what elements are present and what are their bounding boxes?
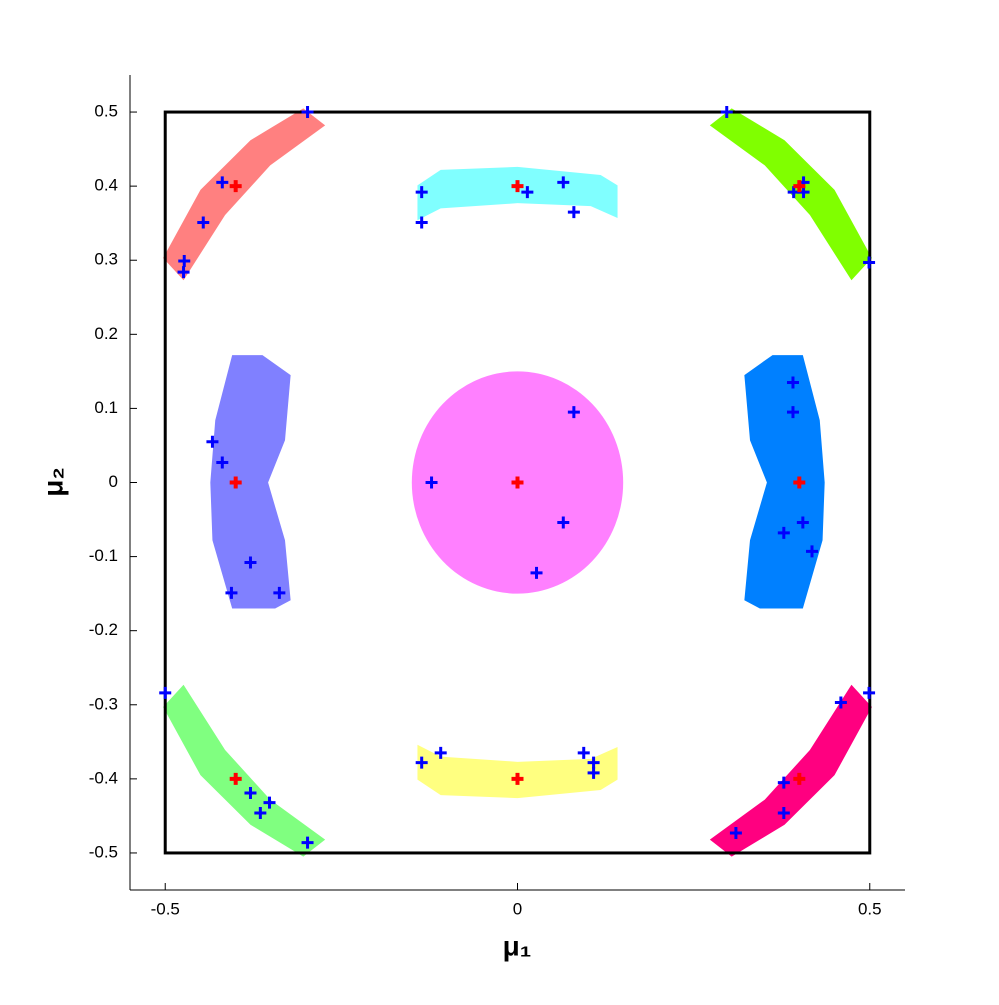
point	[263, 796, 276, 809]
point	[793, 772, 806, 785]
region	[417, 166, 618, 221]
x-tick-label: 0	[513, 899, 522, 918]
y-tick-label: 0	[109, 472, 118, 491]
point	[720, 106, 733, 119]
point	[177, 266, 190, 279]
point	[301, 106, 314, 119]
point	[178, 254, 191, 267]
x-axis-label: μ₁	[503, 930, 532, 961]
point	[415, 186, 428, 199]
point	[777, 776, 790, 789]
point	[587, 766, 600, 779]
point	[863, 686, 876, 699]
point	[557, 516, 570, 529]
point	[777, 806, 790, 819]
y-tick-label: 0.3	[94, 250, 118, 269]
point	[415, 216, 428, 229]
point	[567, 406, 580, 419]
point	[567, 206, 580, 219]
y-tick-label: 0.1	[94, 398, 118, 417]
point	[225, 586, 238, 599]
point	[793, 476, 806, 489]
point	[577, 746, 590, 759]
point	[521, 186, 534, 199]
point	[159, 686, 172, 699]
point	[216, 176, 229, 189]
point	[425, 476, 438, 489]
point	[793, 180, 806, 193]
point	[587, 756, 600, 769]
y-tick-label: 0.5	[94, 102, 118, 121]
region	[163, 108, 326, 281]
point	[511, 180, 524, 193]
point	[229, 772, 242, 785]
region	[709, 108, 872, 281]
point	[729, 826, 742, 839]
point	[834, 696, 847, 709]
point	[244, 786, 257, 799]
point	[796, 516, 809, 529]
y-tick-label: -0.1	[89, 546, 118, 565]
y-tick-label: 0.2	[94, 324, 118, 343]
y-tick-label: -0.2	[89, 620, 118, 639]
region	[417, 744, 618, 799]
point	[806, 545, 818, 558]
x-tick-label: 0.5	[858, 899, 882, 918]
point	[786, 406, 799, 419]
region	[744, 355, 825, 609]
point	[415, 756, 428, 769]
point	[216, 456, 229, 469]
y-axis-label: μ₂	[37, 467, 68, 497]
boundary-box	[163, 110, 872, 855]
point	[511, 772, 524, 785]
point	[197, 216, 210, 229]
point	[254, 806, 267, 819]
point	[434, 746, 447, 759]
point	[301, 836, 314, 849]
point	[863, 256, 876, 269]
point	[229, 180, 242, 193]
point	[273, 586, 286, 599]
point	[511, 476, 524, 489]
point	[530, 566, 543, 579]
region	[210, 355, 291, 609]
y-tick-label: -0.4	[89, 768, 118, 787]
point	[229, 476, 242, 489]
y-tick-label: 0.4	[94, 176, 118, 195]
region	[709, 684, 872, 857]
point	[244, 556, 257, 569]
y-tick-label: -0.5	[89, 842, 118, 861]
point	[557, 176, 570, 189]
y-tick-label: -0.3	[89, 694, 118, 713]
point	[206, 435, 219, 448]
x-tick-label: -0.5	[151, 899, 180, 918]
point	[786, 376, 799, 389]
point	[777, 526, 790, 539]
region	[163, 684, 326, 857]
